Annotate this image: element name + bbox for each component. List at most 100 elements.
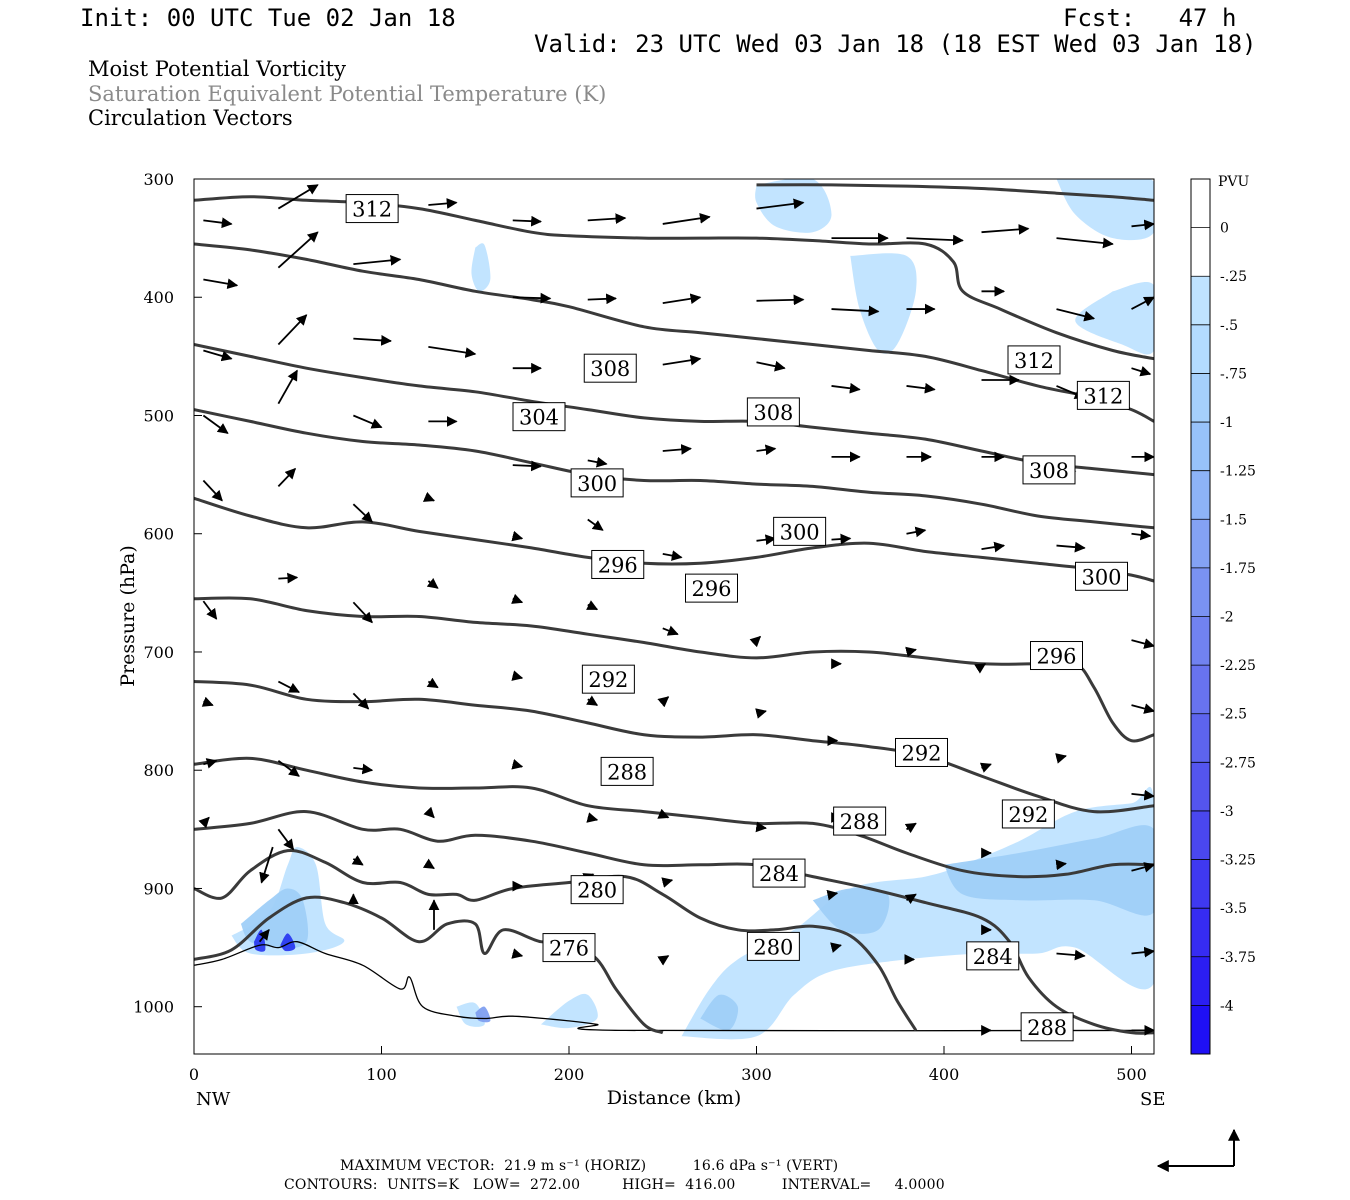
wind-vector — [657, 955, 670, 966]
wind-vector — [662, 354, 702, 366]
wind-vector — [277, 231, 319, 269]
field-title-vectors: Circulation Vectors — [88, 106, 293, 130]
colorbar-tick-label: -3 — [1220, 804, 1234, 820]
colorbar-tick-label: -3.25 — [1220, 853, 1256, 869]
wind-vector — [662, 444, 692, 455]
terrain-outline — [194, 940, 1154, 1032]
svg-text:296: 296 — [691, 577, 731, 601]
wind-vector — [662, 293, 702, 305]
wind-vector — [1131, 296, 1154, 310]
wind-vector — [277, 369, 298, 405]
colorbar-swatch — [1191, 956, 1210, 1006]
contour-296 — [194, 596, 1154, 743]
y-tick-label: 700 — [143, 643, 174, 662]
contour-label: 280 — [746, 931, 800, 961]
wind-vector — [1131, 862, 1154, 873]
colorbar-swatch — [1191, 762, 1210, 811]
wind-vector — [512, 215, 542, 227]
wind-vector — [428, 198, 458, 209]
wind-vector — [756, 534, 777, 546]
svg-text:304: 304 — [519, 406, 559, 430]
wind-vector — [662, 550, 683, 561]
svg-text:284: 284 — [973, 945, 1013, 969]
svg-text:300: 300 — [1081, 565, 1121, 589]
contour-label: 304 — [512, 402, 566, 432]
colorbar-tick-label: -3.75 — [1220, 950, 1256, 966]
wind-vector — [277, 184, 319, 210]
wind-vector — [202, 600, 218, 620]
wind-vector — [277, 828, 295, 851]
wind-vector — [657, 696, 670, 708]
colorbar-tick-label: -4 — [1220, 998, 1234, 1014]
wind-vector — [906, 526, 927, 538]
wind-vector — [198, 816, 210, 829]
wind-vector — [586, 812, 599, 823]
pv-region — [280, 933, 296, 952]
colorbar-tick-label: -2 — [1220, 610, 1234, 626]
y-tick-label: 400 — [143, 288, 174, 307]
wind-vector — [661, 877, 674, 888]
wind-vector — [201, 696, 214, 707]
wind-vector — [1055, 859, 1067, 871]
contour-288 — [194, 756, 1154, 879]
wind-vector — [1056, 949, 1086, 961]
contour-312 — [194, 242, 1154, 423]
wind-vector — [423, 806, 435, 819]
colorbar-tick-label: -2.5 — [1220, 707, 1247, 723]
right-endpoint-label: SE — [1140, 1089, 1165, 1110]
wind-vector — [1056, 541, 1086, 553]
wind-vector — [756, 294, 805, 306]
contour-label: 296 — [685, 573, 738, 603]
wind-vector — [422, 491, 435, 502]
contour-label: 284 — [752, 858, 806, 888]
pv-region — [681, 786, 1154, 1040]
colorbar-swatch — [1191, 713, 1210, 763]
terrain-line — [194, 940, 1154, 1032]
colorbar-swatch — [1191, 616, 1210, 666]
contour-label: 292 — [581, 664, 635, 694]
colorbar-swatch — [1191, 227, 1210, 277]
colorbar-swatch — [1191, 276, 1210, 325]
x-tick-label: 500 — [1116, 1065, 1147, 1084]
wind-vector — [830, 942, 842, 953]
colorbar-tick-label: -1.75 — [1220, 561, 1256, 577]
contour-label: 288 — [600, 756, 654, 786]
left-endpoint-label: NW — [196, 1089, 231, 1110]
contour-label: 292 — [1001, 799, 1055, 829]
pv-region — [456, 1002, 485, 1027]
pv-region — [240, 888, 309, 948]
svg-text:292: 292 — [588, 668, 628, 692]
wind-vector — [906, 382, 936, 394]
svg-text:312: 312 — [1083, 384, 1123, 408]
pv-region — [1075, 282, 1154, 355]
y-tick-label: 500 — [143, 406, 174, 425]
contour-label: 292 — [895, 737, 948, 767]
svg-text:292: 292 — [901, 741, 941, 765]
wind-vector — [511, 670, 524, 681]
wind-vector — [831, 382, 861, 394]
svg-text:288: 288 — [607, 760, 647, 784]
colorbar-swatch — [1191, 470, 1210, 520]
colorbar-tick-label: -.5 — [1220, 318, 1238, 334]
wind-vector — [277, 760, 300, 777]
wind-vector — [426, 677, 439, 689]
theta-es-contours — [194, 183, 1154, 1035]
wind-vector — [662, 625, 679, 636]
contour-280 — [194, 848, 918, 1032]
contour-316 — [194, 195, 1154, 361]
colorbar-tick-label: -2.25 — [1220, 658, 1256, 674]
wind-vector — [203, 349, 233, 362]
svg-text:280: 280 — [753, 935, 793, 959]
svg-text:296: 296 — [1036, 645, 1076, 669]
wind-vector — [979, 762, 992, 773]
svg-text:300: 300 — [577, 472, 617, 496]
colorbar-tick-label: -1.5 — [1220, 512, 1247, 528]
wind-vector — [905, 646, 917, 658]
wind-vector — [353, 414, 383, 429]
contour-292 — [194, 680, 1154, 814]
contour-label: 296 — [1030, 641, 1083, 671]
colorbar: 0 -.25 -.5 -.75 -1 -1.25 -1.5 -1.75 -2 -2.25 -2.5 -… — [1190, 178, 1256, 1055]
y-axis-label: Pressure (hPa) — [117, 545, 139, 687]
contour-label: 308 — [583, 353, 637, 383]
